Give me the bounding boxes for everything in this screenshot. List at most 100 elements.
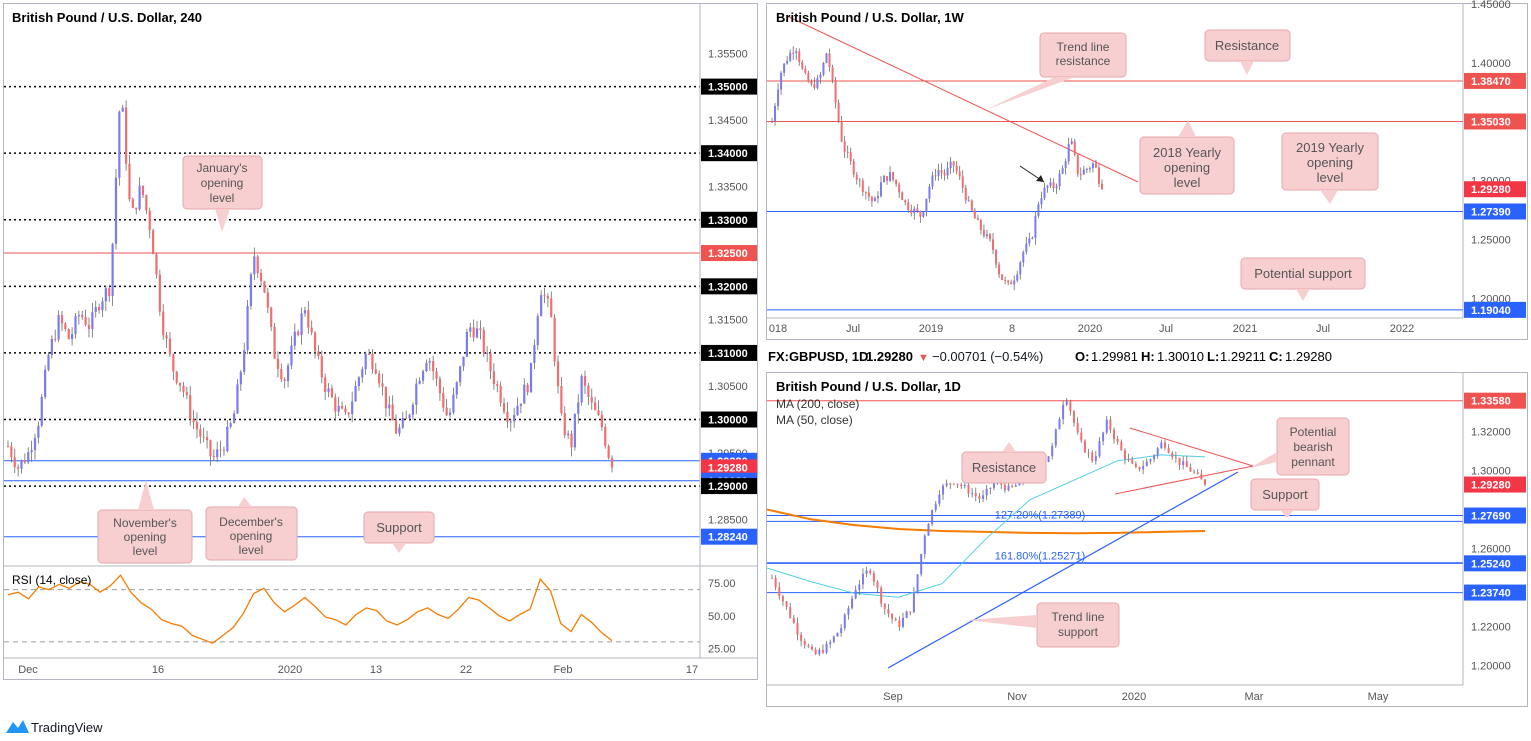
time-tick-label: 2020 xyxy=(1122,691,1146,703)
callout-potential-bearish-pennant[interactable]: Potential bearish pennant xyxy=(1250,417,1350,476)
candle-up xyxy=(337,405,340,412)
candle-down xyxy=(974,493,977,497)
time-tick-label: 2020 xyxy=(1078,323,1102,335)
candle-up xyxy=(74,316,77,335)
candle-up xyxy=(1082,169,1085,175)
time-tick-label: Jul xyxy=(846,323,860,335)
candle-down xyxy=(801,61,804,69)
price-tag-bg xyxy=(1464,555,1526,572)
callout-january-opening[interactable]: January's opening level xyxy=(182,155,263,232)
price-tag-label: 1.23740 xyxy=(1471,588,1511,600)
callout-potential-support[interactable]: Potential support xyxy=(1240,257,1366,301)
candle-up xyxy=(1105,419,1108,433)
callout-december-line1: December's xyxy=(219,515,283,529)
candle-down xyxy=(907,202,910,210)
price-tag-bg xyxy=(1464,113,1526,130)
price-tag-bg xyxy=(701,528,757,545)
candle-up xyxy=(361,369,364,378)
candle-up xyxy=(77,315,80,317)
candle-down xyxy=(172,354,175,372)
callout-support-left[interactable]: Support xyxy=(363,511,435,553)
candle-down xyxy=(1076,422,1079,433)
candle-up xyxy=(226,426,229,452)
candle-up xyxy=(533,345,536,363)
candle-down xyxy=(1163,442,1166,448)
candle-up xyxy=(1016,274,1019,281)
callout-january-line1: January's xyxy=(197,161,248,175)
candle-down xyxy=(502,402,506,412)
candle-down xyxy=(880,587,883,604)
weekly-level-lines xyxy=(767,80,1463,311)
callout-resistance-daily[interactable]: Resistance xyxy=(961,442,1047,484)
candle-up xyxy=(992,481,995,488)
candle-down xyxy=(982,229,985,236)
callout-trend-line-support[interactable]: Trend line support xyxy=(966,602,1120,648)
callout-trend-line-resistance[interactable]: Trend line resistance xyxy=(985,32,1127,110)
candle-up xyxy=(246,305,249,351)
tradingview-logo[interactable]: TradingView xyxy=(6,720,103,735)
callout-december-opening[interactable]: December's opening level xyxy=(205,497,298,561)
candle-up xyxy=(879,182,882,197)
price-tick-label: 1.26000 xyxy=(1471,544,1511,556)
candle-down xyxy=(81,315,84,318)
candle-down xyxy=(876,581,879,588)
candle-down xyxy=(178,382,182,386)
daily-chart-title: British Pound / U.S. Dollar, 1D xyxy=(776,379,961,394)
price-tag-label: 1.35000 xyxy=(708,82,748,94)
candle-down xyxy=(317,351,320,357)
candle-up xyxy=(1007,485,1010,491)
candle-up xyxy=(452,394,455,413)
candle-down xyxy=(1185,461,1188,468)
callout-november-line2: opening xyxy=(124,530,167,544)
candle-down xyxy=(952,161,955,166)
daily-level-lines: 127.20%(1.27389) 161.80%(1.25271) xyxy=(767,400,1463,594)
callout-resistance-weekly[interactable]: Resistance xyxy=(1204,29,1291,75)
price-tag-bg xyxy=(701,344,757,361)
callout-2019-line2: opening xyxy=(1307,155,1353,170)
daily-high: 1.30010 xyxy=(1157,349,1204,364)
candle-up xyxy=(843,614,846,629)
callout-pennant-line1: Potential xyxy=(1290,425,1337,439)
candle-up xyxy=(931,510,934,524)
candle-up xyxy=(816,78,819,89)
candle-down xyxy=(852,161,855,175)
weekly-arrow-head xyxy=(1036,175,1044,182)
callout-2019-yearly[interactable]: 2019 Yearly opening level xyxy=(1281,132,1379,204)
price-tag-label: 1.29280 xyxy=(1471,184,1511,196)
candle-down xyxy=(1010,282,1013,285)
candle-up xyxy=(459,366,462,383)
candle-down xyxy=(1052,182,1055,189)
candle-down xyxy=(995,250,998,265)
callout-tls-line1: Trend line xyxy=(1052,610,1105,624)
candle-up xyxy=(989,487,992,489)
price-tag-bg xyxy=(1464,181,1526,198)
callout-november-line1: November's xyxy=(113,516,177,530)
candle-down xyxy=(807,645,810,647)
price-tag-bg xyxy=(701,478,757,495)
candle-down xyxy=(943,172,946,176)
callout-tls-line2: support xyxy=(1058,625,1099,639)
candle-down xyxy=(958,171,961,177)
candle-up xyxy=(934,503,937,511)
callout-2018-line2: opening xyxy=(1164,160,1210,175)
candle-down xyxy=(135,207,138,210)
candle-down xyxy=(600,415,603,428)
candle-up xyxy=(783,63,786,73)
candle-down xyxy=(263,281,266,293)
callout-november-opening[interactable]: November's opening level xyxy=(97,480,193,564)
callout-support-daily[interactable]: Support xyxy=(1250,478,1320,518)
candle-up xyxy=(388,404,391,409)
daily-ma200-label: MA (200, close) xyxy=(776,397,859,411)
candle-down xyxy=(185,391,188,396)
rsi-tick-label: 75.00 xyxy=(708,578,736,590)
candle-down xyxy=(313,332,317,352)
candle-down xyxy=(892,172,895,180)
candle-down xyxy=(1193,471,1196,473)
candle-down xyxy=(1171,452,1174,458)
callout-2018-yearly[interactable]: 2018 Yearly opening level xyxy=(1139,120,1235,195)
candle-down xyxy=(792,617,795,623)
candle-down xyxy=(195,422,199,430)
candle-down xyxy=(1079,174,1082,176)
candle-up xyxy=(536,316,539,346)
candle-down xyxy=(1134,463,1137,467)
